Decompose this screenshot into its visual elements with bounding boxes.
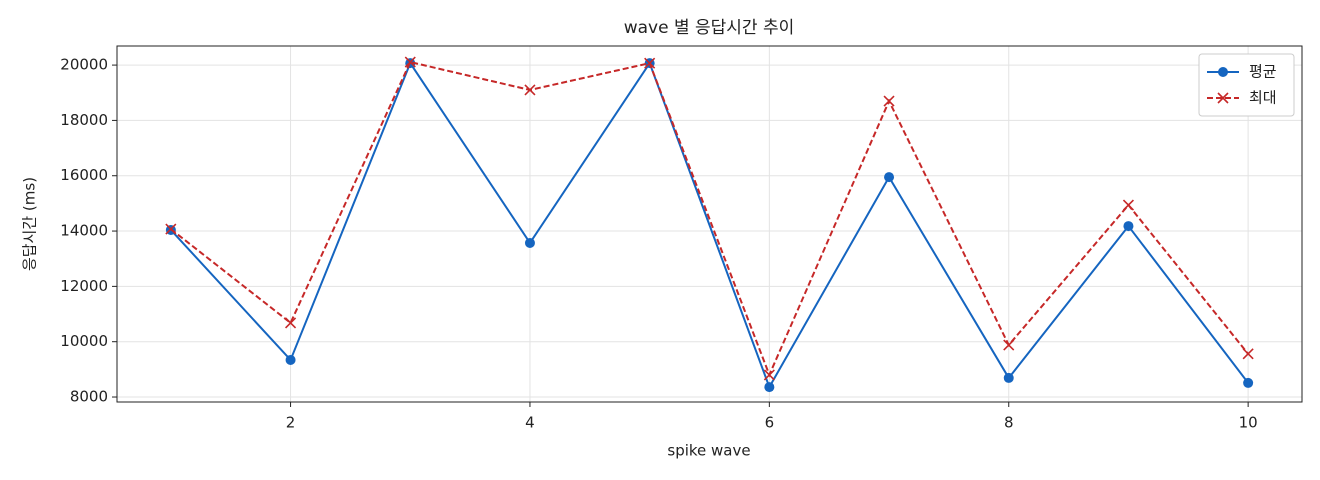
marker <box>883 95 895 107</box>
marker <box>884 172 895 183</box>
marker <box>404 56 416 68</box>
marker <box>1243 377 1254 388</box>
plot-frame <box>116 45 1303 403</box>
y-tick-label: 16000 <box>60 166 108 184</box>
y-axis-label: 응답시간 (ms) <box>21 177 39 271</box>
series-line <box>170 60 1249 378</box>
marker <box>1123 221 1134 232</box>
marker <box>284 317 297 329</box>
marker <box>764 382 775 393</box>
marker <box>644 57 656 69</box>
marker <box>524 237 535 248</box>
y-tick-label: 12000 <box>60 277 108 295</box>
x-axis-label: spike wave <box>667 442 750 460</box>
legend-marker <box>1217 92 1229 104</box>
y-tick-label: 8000 <box>70 388 108 406</box>
legend-box <box>1198 53 1295 117</box>
series-line <box>170 60 1249 390</box>
x-tick-label: 2 <box>286 414 296 432</box>
x-tick-label: 8 <box>1004 414 1014 432</box>
y-tick-label: 10000 <box>60 332 108 350</box>
marker <box>524 84 536 96</box>
marker <box>1122 199 1135 211</box>
legend-marker <box>1218 67 1228 77</box>
marker <box>1003 372 1014 383</box>
x-tick-label: 4 <box>525 414 535 432</box>
y-tick-label: 18000 <box>60 111 108 129</box>
marker <box>763 369 775 381</box>
x-tick-label: 10 <box>1239 414 1258 432</box>
y-tick-label: 20000 <box>60 56 108 74</box>
x-tick-label: 6 <box>765 414 775 432</box>
marker <box>165 223 177 235</box>
marker <box>1242 348 1254 360</box>
marker <box>1003 339 1015 351</box>
marker <box>285 354 296 365</box>
legend-label: 최대 <box>1249 89 1277 107</box>
y-tick-label: 14000 <box>60 222 108 240</box>
chart-title: wave 별 응답시간 추이 <box>624 18 795 38</box>
legend-label: 평균 <box>1249 63 1277 81</box>
